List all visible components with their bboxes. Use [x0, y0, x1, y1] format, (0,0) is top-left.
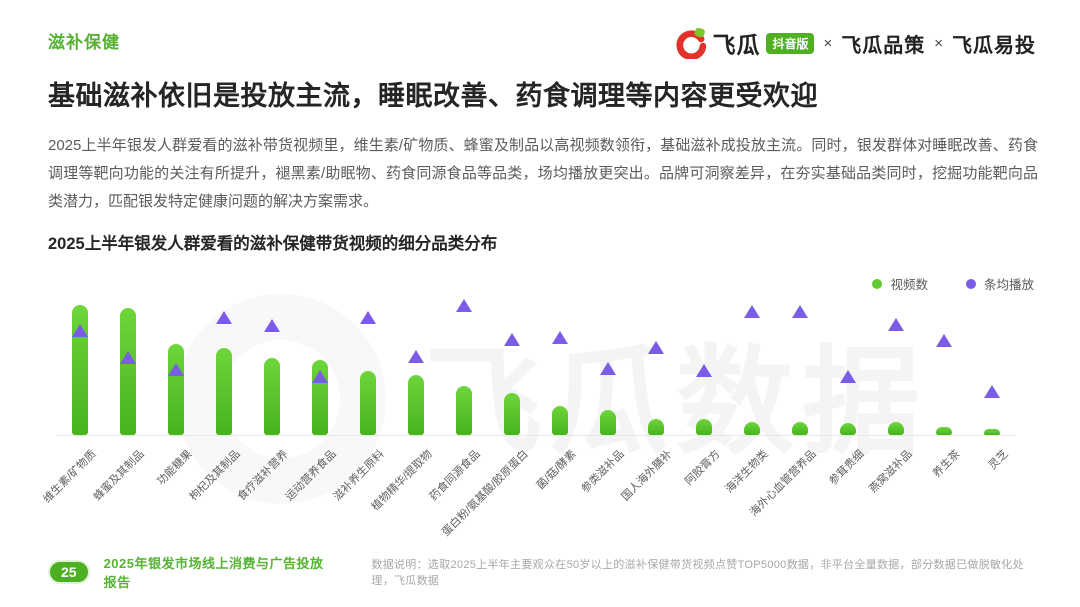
chart-marker-triangle: [504, 333, 520, 347]
chart-legend: 视频数 条均播放: [872, 274, 1034, 293]
chart-bar: [360, 371, 376, 435]
report-title: 2025年银发市场线上消费与广告投放报告: [103, 556, 324, 590]
footer: 25 2025年银发市场线上消费与广告投放报告 数据说明：选取2025上半年主要…: [48, 553, 1036, 591]
chart-bar: [408, 375, 424, 435]
summary-paragraph: 2025上半年银发人群爱看的滋补带货视频里，维生素/矿物质、蜂蜜及制品以高视频数…: [48, 137, 1038, 210]
douyin-edition-badge: 抖音版: [766, 32, 815, 54]
x-axis-label: 燕窝滋补品: [867, 448, 915, 496]
chart-marker-triangle: [120, 351, 136, 365]
x-axis-label: 灵芝: [986, 448, 1011, 473]
chart-marker-triangle: [552, 330, 568, 344]
chart-marker-triangle: [216, 311, 232, 324]
x-axis-label: 枸杞及其制品: [187, 448, 243, 504]
partner-brand-yitou: 飞瓜易投: [952, 34, 1036, 57]
chart-bar: [936, 427, 952, 435]
legend-item-1: 条均播放: [965, 274, 1034, 293]
chart-plot: [56, 288, 1016, 436]
x-axis-label: 运动营养食品: [283, 448, 339, 504]
chart-bar: [552, 406, 568, 435]
chart-bar: [72, 305, 88, 435]
chart-marker-triangle: [936, 334, 952, 348]
chart-marker-triangle: [360, 311, 376, 324]
partner-brand-pince: 飞瓜品策: [841, 34, 926, 57]
feigua-logo-icon: [674, 27, 707, 59]
chart-marker-triangle: [744, 304, 760, 318]
x-axis-label: 功能糖果: [155, 448, 195, 488]
chart-bar: [216, 347, 232, 435]
chart-marker-triangle: [696, 364, 712, 378]
x-axis-label: 国人海外膳补: [619, 448, 675, 504]
x-axis-label: 菌/菇/酵素: [534, 448, 579, 493]
chart-marker-triangle: [408, 350, 424, 363]
legend-marker-icon: [965, 278, 976, 289]
chart-bar: [264, 358, 280, 435]
brand-logos: 飞瓜 抖音版 × 飞瓜品策 × 飞瓜易投: [674, 26, 1036, 60]
chart-bar: [648, 419, 664, 435]
chart-bar: [456, 385, 472, 435]
chart-bar: [168, 344, 184, 435]
data-source-note: 数据说明：选取2025上半年主要观众在50岁以上的滋补保健带货视频点赞TOP50…: [371, 559, 1024, 587]
chart-bar: [744, 422, 760, 435]
chart: 飞瓜数据 维生素/矿物质蜂蜜及其制品功能糖果枸杞及其制品食疗滋补营养运动营养食品…: [41, 288, 1016, 548]
chart-title: 2025上半年银发人群爱看的滋补保健带货视频的细分品类分布: [48, 235, 498, 253]
section-label: 滋补保健: [48, 33, 120, 52]
chart-bar: [696, 419, 712, 435]
chart-marker-triangle: [840, 369, 856, 383]
chart-bar: [840, 423, 856, 435]
separator-x: ×: [934, 34, 943, 52]
legend-item-0: 视频数: [872, 274, 928, 293]
chart-marker-triangle: [168, 363, 184, 376]
chart-bar: [984, 428, 1000, 435]
page-number-badge: 25: [48, 560, 90, 584]
legend-marker-icon: [872, 278, 883, 289]
chart-header: 2025上半年银发人群爱看的滋补保健带货视频的细分品类分布 视频数 条均播放: [48, 230, 1034, 292]
brand-name: 飞瓜: [712, 32, 761, 58]
x-axis-label: 蛋白粉/氨基酸/胶原蛋白: [440, 448, 531, 539]
header: 滋补保健 飞瓜 抖音版 × 飞瓜品策 × 飞瓜易投: [48, 26, 1036, 60]
x-axis-label: 养生茶: [930, 448, 963, 480]
chart-marker-triangle: [984, 385, 1000, 399]
chart-bar: [504, 393, 520, 435]
chart-bar: [120, 307, 136, 435]
chart-marker-triangle: [456, 299, 472, 313]
chart-marker-triangle: [792, 304, 808, 318]
x-axis-label: 维生素/矿物质: [41, 448, 99, 506]
chart-marker-triangle: [312, 369, 328, 383]
x-axis-label: 食疗滋补营养: [235, 448, 291, 504]
chart-marker-triangle: [72, 324, 88, 337]
chart-marker-triangle: [600, 361, 616, 375]
chart-marker-triangle: [264, 318, 280, 332]
separator-x: ×: [823, 34, 833, 52]
chart-bar: [600, 410, 616, 435]
page-title: 基础滋补依旧是投放主流，睡眠改善、药食调理等内容更受欢迎: [48, 81, 818, 111]
x-axis-label: 阿胶膏方: [683, 448, 723, 488]
x-axis-label: 蜂蜜及其制品: [91, 448, 147, 504]
chart-bar: [792, 422, 808, 435]
x-axis-label: 参茸贵细: [827, 448, 867, 488]
chart-marker-triangle: [648, 340, 664, 354]
chart-bar: [888, 422, 904, 435]
legend-label: 视频数: [890, 278, 928, 292]
chart-marker-triangle: [888, 317, 904, 331]
chart-x-labels: 维生素/矿物质 蜂蜜及其制品 功能糖果 枸杞及其制品 食疗滋补营养 运动营养食品 滋补养生原…: [41, 436, 1016, 546]
legend-label: 条均播放: [983, 278, 1034, 292]
